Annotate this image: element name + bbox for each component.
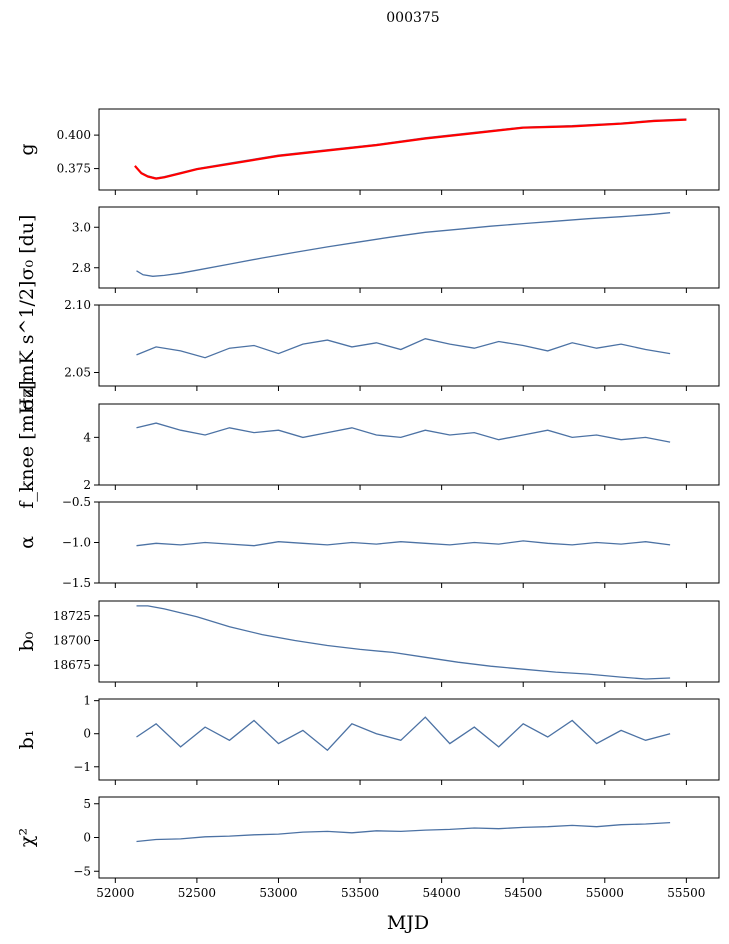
y-tick-label: 0.400 bbox=[57, 128, 91, 142]
x-tick-label: 53500 bbox=[341, 886, 379, 900]
y-tick-label: 0 bbox=[83, 831, 91, 845]
series-line-b1 bbox=[136, 716, 671, 752]
y-tick-label: 5 bbox=[83, 797, 91, 811]
series-line-sigma0_mk bbox=[136, 338, 671, 359]
y-axis-label-sigma0_du: σ₀ [du] bbox=[16, 215, 38, 281]
y-axis-label-sigma0_mk: σ₀[mK s^1/2] bbox=[16, 281, 38, 411]
panel-chi2: −5 0 5 52000 52500 53000 53500 54000 54500 55000 5… bbox=[16, 796, 720, 900]
y-tick-label: 1 bbox=[83, 694, 91, 708]
x-tick-label: 52000 bbox=[96, 886, 134, 900]
x-axis-label: MJD bbox=[387, 912, 429, 934]
y-tick-label: −0.5 bbox=[62, 495, 91, 509]
x-tick-label: 55500 bbox=[667, 886, 705, 900]
y-tick-label: 18700 bbox=[53, 634, 91, 648]
series-line-g bbox=[134, 118, 687, 179]
y-axis-label-alpha: α bbox=[16, 536, 38, 549]
y-tick-label: −1 bbox=[73, 760, 91, 774]
series-line-sigma0_du bbox=[136, 212, 671, 277]
y-tick-label: 18725 bbox=[53, 609, 91, 623]
x-tick-label: 54500 bbox=[504, 886, 542, 900]
axes-frame bbox=[98, 108, 720, 191]
figure-title: 000375 bbox=[386, 10, 439, 26]
axes-frame bbox=[98, 698, 720, 781]
y-tick-label: −5 bbox=[73, 864, 91, 878]
panel-g: 0.375 0.400 g bbox=[16, 108, 720, 195]
x-tick-label: 54000 bbox=[423, 886, 461, 900]
panel-b1: −1 0 1 b₁ bbox=[16, 694, 720, 785]
x-tick-label: 52500 bbox=[178, 886, 216, 900]
y-tick-label: 2.8 bbox=[72, 261, 91, 275]
y-axis-label-g: g bbox=[16, 143, 38, 155]
y-tick-label: 2 bbox=[83, 478, 91, 492]
y-tick-label: −1.5 bbox=[62, 576, 91, 590]
panel-sigma0_mk: 2.05 2.10 σ₀[mK s^1/2] bbox=[16, 281, 720, 411]
series-line-fknee bbox=[136, 422, 671, 443]
panels: 0.375 0.400 g 2.8 3.0 σ₀ [du] 2.05 2.10 σ₀[mK s^… bbox=[16, 108, 720, 900]
x-tick-label: 55000 bbox=[586, 886, 624, 900]
panel-sigma0_du: 2.8 3.0 σ₀ [du] bbox=[16, 206, 720, 293]
y-tick-label: 2.10 bbox=[64, 298, 91, 312]
axes-frame bbox=[98, 600, 720, 683]
y-tick-label: 3.0 bbox=[72, 220, 91, 234]
panel-b0: 18675 18700 18725 b₀ bbox=[16, 600, 720, 687]
y-tick-label: −1.0 bbox=[62, 536, 91, 550]
panel-fknee: 2 4 f_knee [mHz] bbox=[16, 380, 720, 509]
axes-frame bbox=[98, 304, 720, 387]
y-tick-label: 0 bbox=[83, 727, 91, 741]
series-line-chi2 bbox=[136, 821, 671, 843]
axes-frame bbox=[98, 206, 720, 289]
y-axis-label-b1: b₁ bbox=[16, 730, 38, 750]
y-axis-label-fknee: f_knee [mHz] bbox=[16, 380, 38, 508]
y-tick-label: 18675 bbox=[53, 658, 91, 672]
y-tick-label: 2.05 bbox=[64, 366, 91, 380]
x-tick-label: 53000 bbox=[259, 886, 297, 900]
panel-alpha: −1.5 −1.0 −0.5 α bbox=[16, 495, 720, 590]
y-tick-label: 0.375 bbox=[57, 162, 91, 176]
y-tick-label: 4 bbox=[83, 430, 91, 444]
axes-frame bbox=[98, 403, 720, 486]
y-axis-label-chi2: χ² bbox=[16, 828, 38, 847]
series-line-b0 bbox=[136, 605, 671, 680]
series-line-g-fit bbox=[134, 118, 687, 180]
y-axis-label-b0: b₀ bbox=[16, 631, 38, 651]
series-line-alpha bbox=[136, 540, 671, 547]
